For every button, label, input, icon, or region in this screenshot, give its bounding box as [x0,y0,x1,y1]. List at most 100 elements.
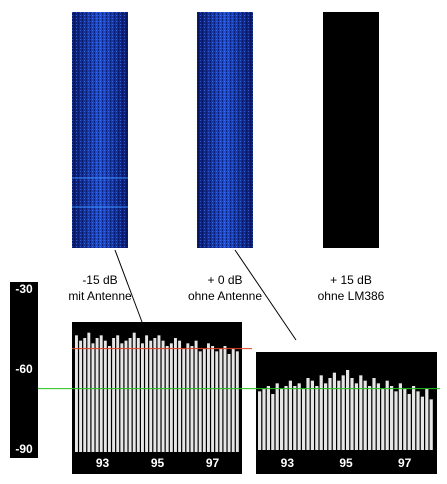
waterfall [323,12,379,248]
spectrum-bar [310,380,314,450]
spectrum-bar [87,332,91,452]
spectrum-bar [215,351,219,452]
spectrum-bar [328,378,332,450]
spectrum-bar [235,351,239,452]
spectrum-bar [324,383,328,450]
spectrum-bar [306,378,310,450]
spectrum-bar [293,386,297,450]
spectrum-bar [161,340,165,452]
spectrum-bar [381,388,385,450]
waterfall-level: + 15 dB [330,273,372,287]
spectrum-bar [280,388,284,450]
spectrum-bar [157,335,161,452]
spectrum-bar [198,351,202,452]
spectrum-bar [429,399,433,450]
spectrum-bar [79,340,83,452]
freq-label: 97 [206,456,220,470]
scale-label: -60 [15,362,33,376]
spectrum-bar [207,343,210,452]
spectrum-bar [288,380,292,450]
spectrum-bar [103,340,107,452]
spectrum-bar [145,335,149,452]
spectrum-bar [359,375,363,450]
spectrum-bar [315,386,319,450]
spectrum-bar [398,383,402,450]
spectrum-bar [108,346,111,452]
spectrum-bar [376,383,380,450]
waterfall-level: -15 dB [82,273,117,287]
spectrum-bar [124,340,128,452]
spectrum-bar [319,375,323,450]
spectrum-bar [112,338,116,452]
spectrum-bar [385,380,389,450]
spectrum-bar [271,394,275,450]
freq-label: 95 [339,456,353,470]
spectrum-bar [407,394,411,450]
spectrum-bar [275,383,279,450]
spectrum-bar [368,386,372,450]
freq-label: 97 [398,456,412,470]
spectrum-bar [231,348,235,452]
spectrum-bar [223,346,227,452]
freq-label: 93 [281,456,295,470]
spectrum-bar [95,338,99,452]
spectrum-bar [416,391,420,450]
spectrum-bar [258,391,262,450]
spectrum-bar [165,346,169,452]
spectrum-bar [390,386,394,450]
spectrum-bar [219,348,223,452]
spectrum-bar [262,388,266,450]
spectrum-bar [394,391,398,450]
spectrum-bar [182,348,186,452]
spectrum-bar [116,335,120,452]
waterfall-setup: ohne LM386 [318,289,385,303]
connector [114,249,143,323]
spectrum-bar [372,378,376,450]
waterfall-noise [72,12,128,248]
spectrum-bar [186,343,190,452]
spectrum-bar [284,386,288,450]
spectrum-bar [403,388,407,450]
spectrum-bar [153,338,157,452]
spectrum-bar [190,346,194,452]
spectrum-bar [99,335,103,452]
spectrum-bar [346,370,350,450]
spectrum-bar [332,372,336,450]
spectrum-bar [202,348,206,452]
spectrum-bar [425,388,429,450]
spectrum-bar [75,335,78,452]
spectrum-bar [194,340,198,452]
spectrum-bar [91,343,95,452]
spectrum-bar [174,338,177,452]
spectrum-bar [297,383,301,450]
spectrum-bar [178,340,182,452]
waterfall-level: + 0 dB [207,273,242,287]
spectrum-bar [83,338,87,452]
spectrum-bar [302,388,306,450]
scale-box [10,282,38,458]
waterfall-setup: ohne Antenne [188,289,262,303]
freq-label: 95 [151,456,165,470]
spectrum-bar [141,343,144,452]
spectrum-bar [363,380,367,450]
waterfall-noise [197,12,253,248]
spectrum-bar [227,354,231,452]
spectrum-bar [412,386,416,450]
spectrum-bar [350,378,354,450]
spectrum-bar [149,340,153,452]
spectrum-bar [169,343,173,452]
spectrum-bar [136,338,140,452]
spectrum-bar [128,338,132,452]
spectrum-bar [341,375,345,450]
spectrum-bar [354,383,358,450]
spectrum-bar [132,332,136,452]
spectrum-bar [120,343,124,452]
spectrum-bar [420,396,424,450]
scale-label: -90 [15,442,33,456]
scale-label: -30 [15,282,33,296]
waterfall-setup: mit Antenne [68,289,132,303]
spectrum-bar [337,380,341,450]
spectrum-bar [211,346,215,452]
freq-label: 93 [96,456,110,470]
